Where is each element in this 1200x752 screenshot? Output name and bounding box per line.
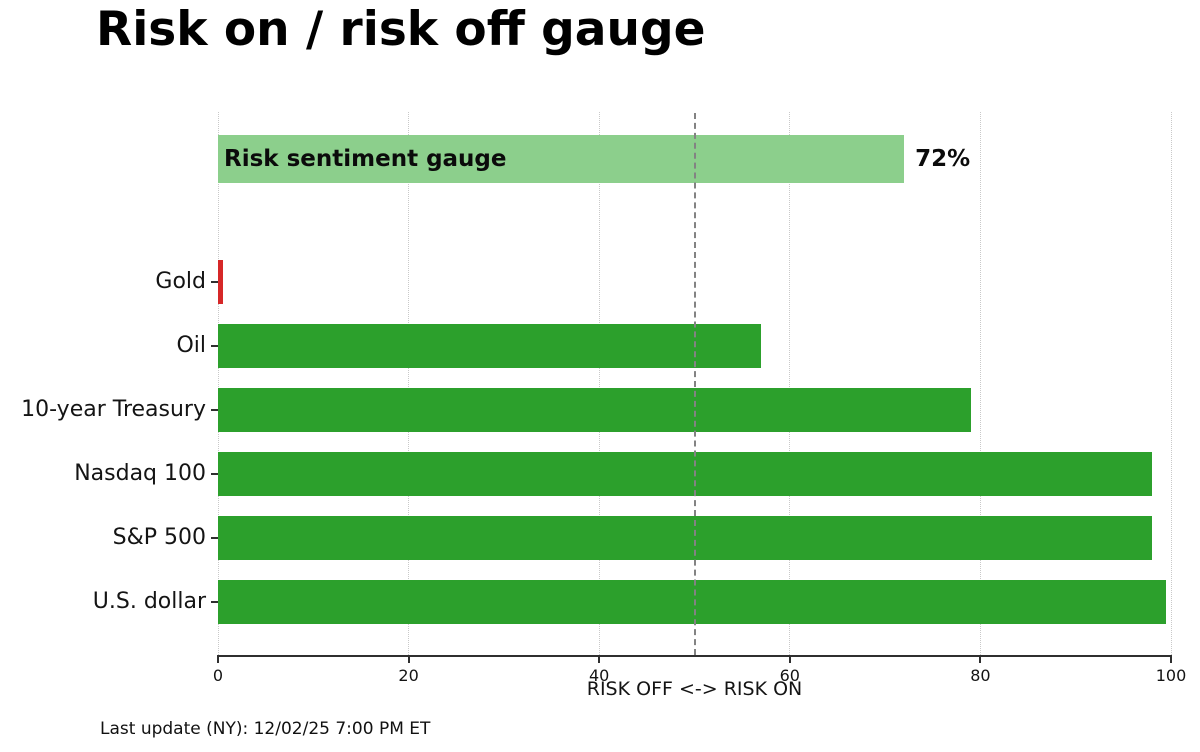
x-tick-60	[788, 657, 791, 663]
gridline-100	[1170, 112, 1172, 655]
chart-title: Risk on / risk off gauge	[96, 2, 706, 57]
y-tick-10-year-treasury	[211, 409, 218, 411]
gridline-0	[217, 112, 219, 655]
bar-gold	[218, 260, 223, 304]
plot-area: 0 20 40 60 80 100 Risk sentiment gauge 72%	[213, 110, 1186, 685]
gridline-80	[979, 112, 981, 655]
gauge-bar-label: Risk sentiment gauge	[224, 146, 507, 172]
x-tick-40	[598, 657, 601, 663]
x-axis-label: RISK OFF <-> RISK ON	[586, 678, 803, 700]
gauge-value-label: 72%	[915, 146, 971, 172]
x-tick-label-100: 100	[1155, 666, 1187, 685]
bar-u-s-dollar	[218, 580, 1167, 624]
risk-neutral-reference-line	[693, 113, 696, 655]
x-tick-label-80: 80	[970, 666, 991, 685]
y-label-10-year-treasury: 10-year Treasury	[21, 397, 206, 422]
gridline-20	[408, 112, 410, 655]
y-label-nasdaq-100: Nasdaq 100	[74, 461, 206, 486]
gridline-40	[598, 112, 600, 655]
x-tick-label-60: 60	[779, 666, 800, 685]
bar-10-year-treasury	[218, 388, 971, 432]
y-tick-s-p-500	[211, 537, 218, 539]
y-tick-oil	[211, 345, 218, 347]
x-tick-label-0: 0	[212, 666, 224, 685]
y-label-s-p-500: S&P 500	[112, 525, 206, 550]
x-tick-label-20: 20	[398, 666, 419, 685]
y-tick-u-s-dollar	[211, 601, 218, 603]
x-tick-80	[979, 657, 982, 663]
gridline-60	[789, 112, 791, 655]
x-tick-20	[407, 657, 410, 663]
y-label-oil: Oil	[176, 333, 206, 358]
bar-nasdaq-100	[218, 452, 1152, 496]
bar-oil	[218, 324, 762, 368]
y-label-u-s-dollar: U.S. dollar	[92, 589, 206, 614]
gauge-bar	[218, 135, 905, 183]
x-tick-100	[1170, 657, 1172, 663]
y-tick-gold	[211, 281, 218, 283]
x-axis-spine	[217, 654, 1172, 657]
x-tick-label-40: 40	[589, 666, 610, 685]
bar-s-p-500	[218, 516, 1152, 560]
x-tick-0	[217, 657, 219, 663]
y-tick-nasdaq-100	[211, 473, 218, 475]
y-label-gold: Gold	[155, 269, 206, 294]
last-update-note: Last update (NY): 12/02/25 7:00 PM ET	[100, 719, 431, 739]
